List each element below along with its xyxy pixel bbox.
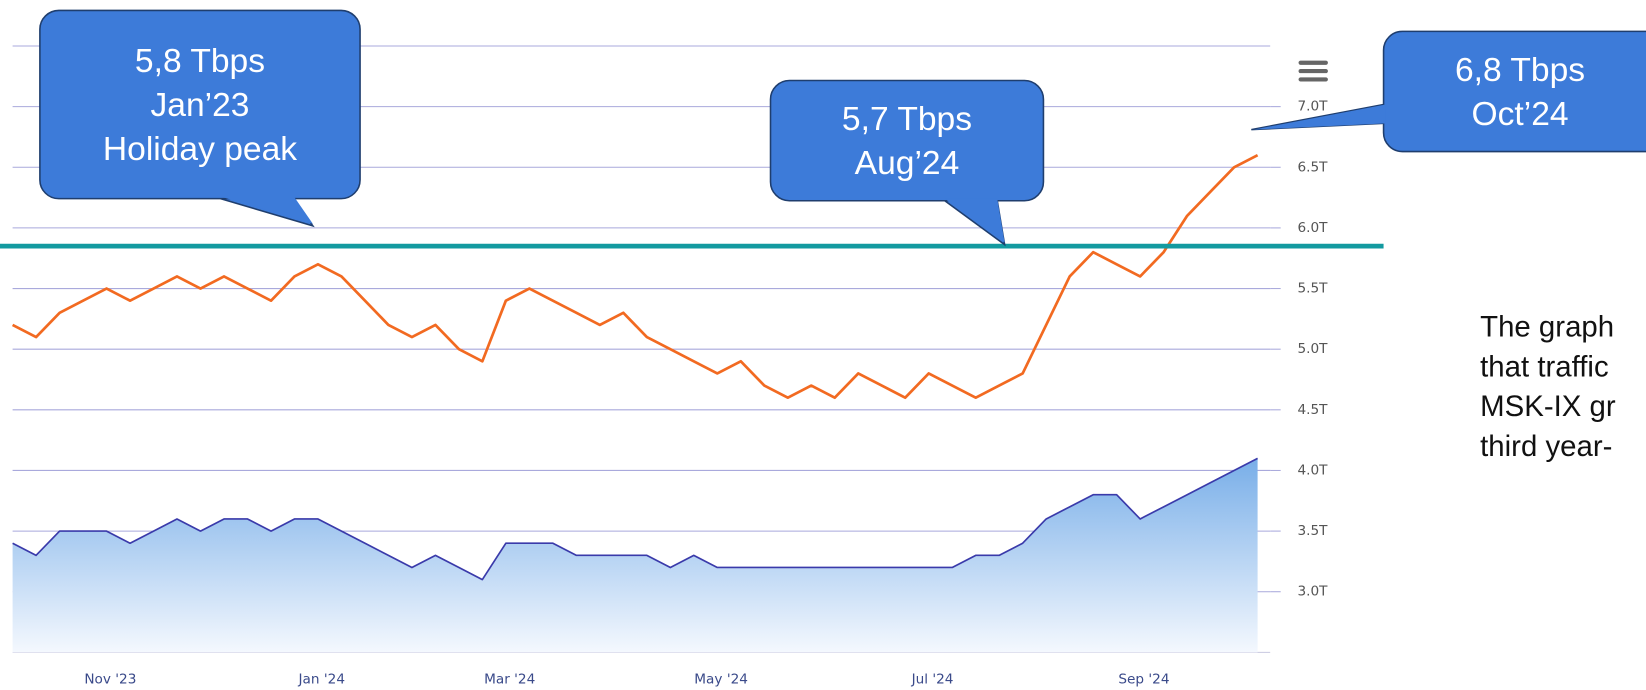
callout-text: Aug’24: [855, 145, 960, 182]
y-tick-label: 3.0T: [1297, 584, 1328, 600]
side-text: third year-: [1480, 430, 1612, 463]
y-tick-label: 5.0T: [1297, 341, 1328, 357]
callout-text: 5,8 Tbps: [135, 43, 265, 80]
side-text: The graph: [1480, 311, 1614, 344]
callout-text: Holiday peak: [103, 131, 297, 168]
x-tick-label: Jul '24: [911, 672, 954, 688]
series-line: [11, 153, 1259, 400]
menu-bar[interactable]: [1298, 69, 1328, 74]
x-tick-label: Mar '24: [484, 672, 535, 688]
side-text: MSK-IX gr: [1480, 390, 1616, 423]
y-tick-label: 6.5T: [1297, 159, 1328, 175]
callout-text: Jan’23: [150, 87, 249, 124]
y-tick-label: 7.0T: [1297, 99, 1328, 115]
series-line: [12, 457, 1258, 581]
y-tick-label: 6.0T: [1297, 220, 1328, 236]
y-tick-label: 4.5T: [1297, 402, 1328, 418]
y-tick-label: 3.5T: [1297, 523, 1328, 539]
callout: 5,7 Tbps Aug’24: [769, 79, 1045, 247]
callout-text: 6,8 Tbps: [1455, 52, 1585, 89]
callout-text: 5,7 Tbps: [842, 101, 972, 138]
side-text: that traffic: [1480, 350, 1609, 383]
y-tick-label: 4.0T: [1297, 462, 1328, 478]
x-tick-label: Jan '24: [298, 672, 345, 688]
menu-bar[interactable]: [1298, 60, 1328, 65]
callout-text: Oct’24: [1471, 96, 1568, 133]
menu-bar[interactable]: [1298, 77, 1328, 82]
callout: 6,8 Tbps Oct’24: [1251, 30, 1646, 153]
callout-box: [39, 9, 361, 200]
y-tick-label: 5.5T: [1297, 281, 1328, 297]
callout-box: [1382, 30, 1646, 153]
callout-box: [769, 79, 1045, 202]
x-tick-label: May '24: [694, 672, 748, 688]
x-tick-label: Sep '24: [1118, 672, 1169, 688]
menu-icon[interactable]: [1298, 60, 1328, 82]
callout: 5,8 Tbps Jan’23 Holiday peak: [39, 9, 361, 228]
x-tick-label: Nov '23: [84, 672, 136, 688]
